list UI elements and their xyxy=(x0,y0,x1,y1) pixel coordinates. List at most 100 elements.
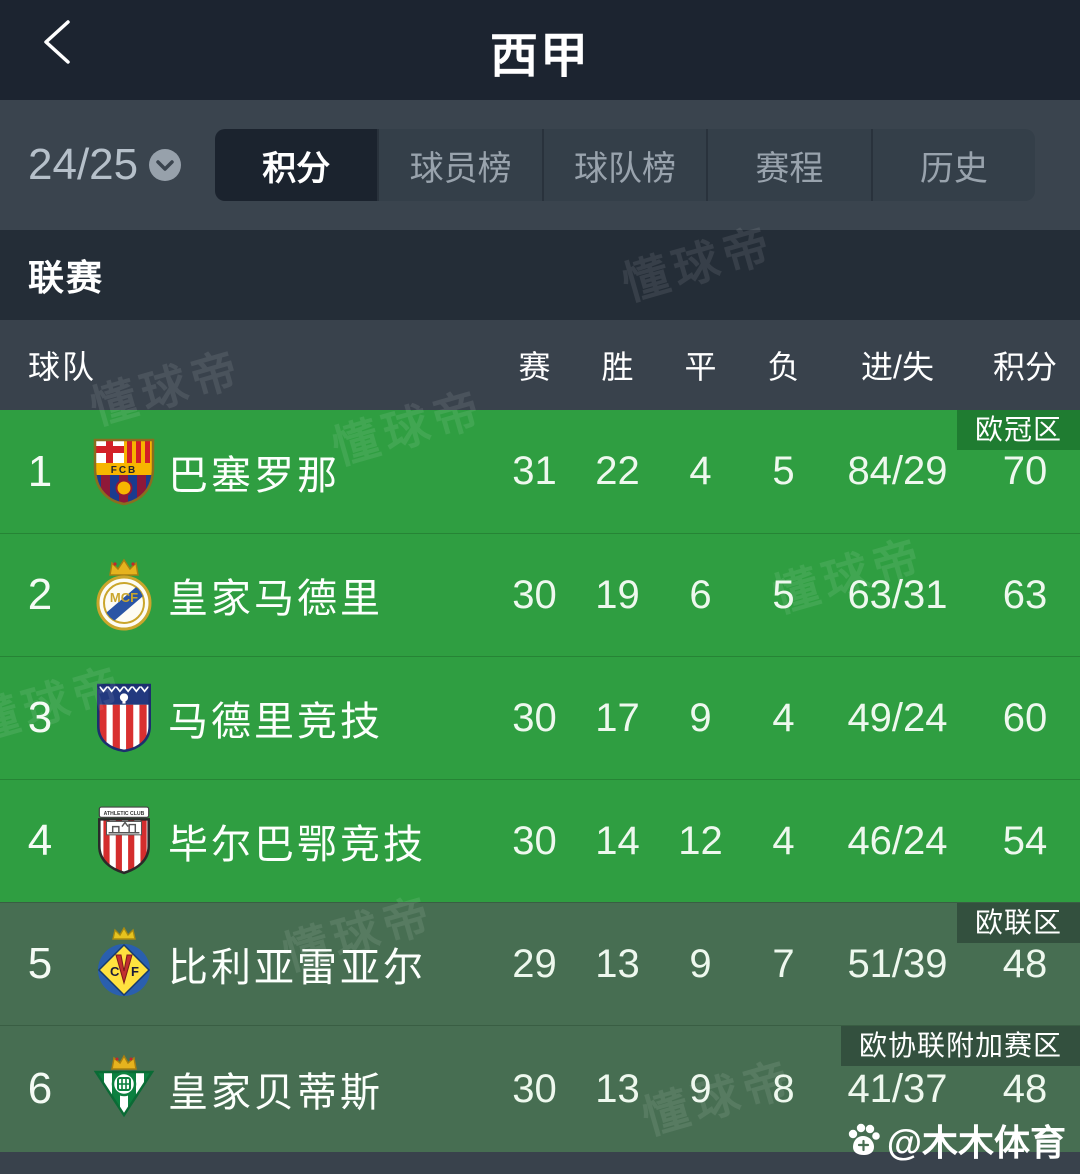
stat-goals: 46/24 xyxy=(847,818,948,863)
stat-goals: 63/31 xyxy=(847,572,948,617)
real-madrid-crest: MCF xyxy=(80,558,168,632)
svg-text:MCF: MCF xyxy=(110,590,138,605)
stat-win: 13 xyxy=(595,1066,640,1111)
team-name: 比利亚雷亚尔 xyxy=(168,946,426,990)
team-name: 皇家贝蒂斯 xyxy=(168,1071,383,1115)
rank-cell: 5 xyxy=(27,939,53,988)
col-team: 球队 xyxy=(28,349,97,385)
stat-draw: 9 xyxy=(689,941,712,986)
col-points: 积分 xyxy=(992,349,1057,385)
atletico-madrid-crest xyxy=(80,682,168,754)
author-credit: @木木体育 xyxy=(845,1114,1066,1166)
table-row[interactable]: 4 ATHLETIC CLUB 毕尔巴鄂竞技 30 14 12 4 46/24 54 xyxy=(0,779,1080,902)
stat-points: 60 xyxy=(1002,695,1048,740)
table-row[interactable]: 欧联区 5 C F 比利亚雷亚尔 29 13 9 7 51/39 48 xyxy=(0,902,1080,1025)
row-stats: 30 17 9 4 49/24 60 xyxy=(493,696,1080,741)
section-header: 联赛 xyxy=(0,230,1080,320)
col-goals: 进/失 xyxy=(861,349,934,385)
toolbar: 24/25 积分 球员榜 球队榜 赛程 历史 xyxy=(0,100,1080,230)
stat-loss: 5 xyxy=(772,572,795,617)
header-stats: 赛 胜 平 负 进/失 积分 xyxy=(493,342,1080,388)
top-bar: 西甲 xyxy=(0,0,1080,100)
stat-draw: 9 xyxy=(689,695,712,740)
stat-loss: 5 xyxy=(772,449,795,493)
rank-cell: 4 xyxy=(27,816,53,865)
tab-teams[interactable]: 球队榜 xyxy=(541,129,707,201)
barcelona-crest: FCB xyxy=(80,437,168,507)
svg-text:FCB: FCB xyxy=(111,465,138,476)
tab-history[interactable]: 历史 xyxy=(870,129,1035,201)
col-loss: 负 xyxy=(767,349,800,385)
tab-schedule[interactable]: 赛程 xyxy=(706,129,871,201)
stat-draw: 6 xyxy=(689,572,712,617)
stat-win: 17 xyxy=(595,695,640,740)
arrow-left-icon xyxy=(44,20,70,64)
rank-cell: 2 xyxy=(27,570,53,619)
tab-points[interactable]: 积分 xyxy=(215,129,378,201)
team-name: 毕尔巴鄂竞技 xyxy=(168,823,426,867)
stat-goals: 51/39 xyxy=(847,941,948,986)
table-row[interactable]: 2 MCF 皇家马德里 30 19 6 5 63/31 63 xyxy=(0,533,1080,656)
svg-text:C: C xyxy=(110,964,120,979)
stat-goals: 49/24 xyxy=(847,695,948,740)
row-stats: 30 13 9 8 41/37 48 xyxy=(493,1067,1080,1112)
zone-badge: 欧冠区 xyxy=(956,410,1080,450)
col-win: 胜 xyxy=(601,349,634,385)
stat-played: 30 xyxy=(512,1066,557,1111)
col-played: 赛 xyxy=(518,349,551,385)
stat-loss: 7 xyxy=(772,941,795,986)
zone-badge: 欧协联附加赛区 xyxy=(840,1026,1080,1066)
stat-points: 70 xyxy=(1002,449,1048,493)
back-button[interactable] xyxy=(30,12,90,72)
stat-loss: 4 xyxy=(772,818,795,863)
stat-loss: 8 xyxy=(772,1066,795,1111)
paw-icon xyxy=(848,1123,880,1155)
row-stats: 30 14 12 4 46/24 54 xyxy=(493,819,1080,864)
tab-group: 积分 球员榜 球队榜 赛程 历史 xyxy=(215,129,1035,201)
table-row[interactable]: 欧协联附加赛区 6 皇家贝蒂斯 30 13 9 8 41/37 48 xyxy=(0,1025,1080,1152)
stat-points: 48 xyxy=(1002,1066,1048,1111)
stat-points: 63 xyxy=(1002,572,1048,617)
svg-text:F: F xyxy=(131,964,139,979)
stat-win: 13 xyxy=(595,941,640,986)
tab-players[interactable]: 球员榜 xyxy=(377,129,542,201)
section-title: 联赛 xyxy=(28,257,105,298)
stat-draw: 9 xyxy=(689,1066,712,1111)
page-title: 西甲 xyxy=(489,30,590,83)
stat-draw: 4 xyxy=(689,449,712,493)
rank-cell: 3 xyxy=(27,693,53,742)
stat-played: 30 xyxy=(512,818,557,863)
villarreal-crest: C F xyxy=(80,927,168,1001)
stat-played: 30 xyxy=(512,572,557,617)
stat-draw: 12 xyxy=(678,818,723,863)
rank-cell: 1 xyxy=(27,446,53,496)
stat-points: 54 xyxy=(1002,818,1048,863)
stat-played: 29 xyxy=(512,941,557,986)
season-selector[interactable]: 24/25 xyxy=(28,100,182,230)
stat-points: 48 xyxy=(1002,941,1048,986)
stat-played: 30 xyxy=(512,695,557,740)
team-name: 皇家马德里 xyxy=(168,577,383,621)
credit-handle: @木木体育 xyxy=(886,1122,1066,1163)
athletic-bilbao-crest: ATHLETIC CLUB xyxy=(80,805,168,877)
table-row[interactable]: 3 马德里竞技 30 17 9 4 49/24 60 xyxy=(0,656,1080,779)
zone-badge: 欧联区 xyxy=(956,903,1080,943)
stat-win: 14 xyxy=(595,818,640,863)
stat-goals: 84/29 xyxy=(847,449,948,493)
svg-text:ATHLETIC CLUB: ATHLETIC CLUB xyxy=(104,811,145,817)
team-name: 马德里竞技 xyxy=(168,700,383,744)
row-stats: 30 19 6 5 63/31 63 xyxy=(493,573,1080,618)
stat-win: 19 xyxy=(595,572,640,617)
rank-cell: 6 xyxy=(27,1064,53,1113)
team-name: 巴塞罗那 xyxy=(168,453,340,498)
real-betis-crest xyxy=(80,1053,168,1125)
stat-win: 22 xyxy=(595,449,640,493)
row-stats: 31 22 4 5 84/29 70 xyxy=(493,449,1080,494)
season-label: 24/25 xyxy=(28,140,139,189)
stat-loss: 4 xyxy=(772,695,795,740)
stat-played: 31 xyxy=(512,449,557,493)
table-body: 欧冠区 1 FCB 巴塞罗那 31 22 4 5 84/29 70 2 MCF 皇家马德里 30 1… xyxy=(0,410,1080,1152)
col-draw: 平 xyxy=(684,349,717,385)
table-row[interactable]: 欧冠区 1 FCB 巴塞罗那 31 22 4 5 84/29 70 xyxy=(0,410,1080,533)
